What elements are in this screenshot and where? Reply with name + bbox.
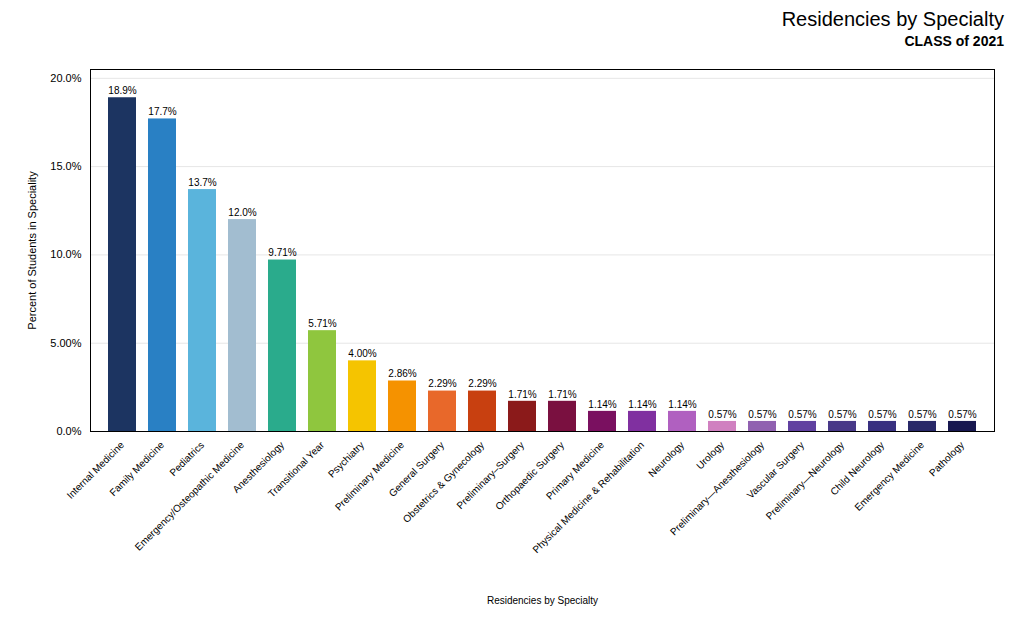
svg-text:Preliminary—Anesthesiology: Preliminary—Anesthesiology: [668, 439, 767, 538]
svg-text:0.57%: 0.57%: [828, 409, 856, 420]
svg-text:0.57%: 0.57%: [748, 409, 776, 420]
svg-text:Preliminary–Surgery: Preliminary–Surgery: [454, 439, 526, 511]
svg-text:Preliminary Medicine: Preliminary Medicine: [333, 439, 407, 513]
svg-text:10.0%: 10.0%: [50, 248, 81, 260]
svg-text:Pediatrics: Pediatrics: [167, 439, 206, 478]
svg-text:Transitional Year: Transitional Year: [266, 439, 327, 500]
svg-text:0.57%: 0.57%: [708, 409, 736, 420]
svg-text:0.57%: 0.57%: [908, 409, 936, 420]
svg-text:Vascular Surgery: Vascular Surgery: [744, 439, 807, 501]
svg-text:Family Medicine: Family Medicine: [107, 439, 166, 498]
svg-text:2.86%: 2.86%: [388, 368, 416, 379]
svg-text:1.14%: 1.14%: [668, 399, 696, 410]
svg-text:Residencies by Specialty: Residencies by Specialty: [487, 595, 598, 606]
svg-text:15.0%: 15.0%: [50, 160, 81, 172]
svg-text:5.00%: 5.00%: [50, 337, 81, 349]
svg-text:9.71%: 9.71%: [268, 247, 296, 258]
svg-text:Preliminary—Neurology: Preliminary—Neurology: [764, 439, 846, 521]
svg-text:2.29%: 2.29%: [468, 378, 496, 389]
svg-text:Pathology: Pathology: [927, 439, 966, 478]
svg-text:Primary Medicine: Primary Medicine: [543, 439, 607, 502]
svg-text:Internal Medicine: Internal Medicine: [64, 439, 127, 501]
svg-text:13.7%: 13.7%: [188, 177, 216, 188]
svg-text:0.57%: 0.57%: [868, 409, 896, 420]
svg-text:2.29%: 2.29%: [428, 378, 456, 389]
svg-text:5.71%: 5.71%: [308, 318, 336, 329]
svg-text:Percent of Students in Special: Percent of Students in Speciality: [26, 171, 38, 330]
svg-text:Child Neurology: Child Neurology: [828, 439, 887, 498]
svg-text:17.7%: 17.7%: [148, 106, 176, 117]
svg-text:Anesthesiology: Anesthesiology: [230, 439, 287, 495]
svg-text:Psychiatry: Psychiatry: [326, 439, 366, 479]
svg-text:Orthopaedic Surgery: Orthopaedic Surgery: [493, 439, 566, 512]
svg-text:1.71%: 1.71%: [508, 389, 536, 400]
svg-text:12.0%: 12.0%: [228, 207, 256, 218]
html-text:CLASS of 2021: CLASS of 2021: [904, 33, 1004, 49]
svg-text:Emergency Medicine: Emergency Medicine: [852, 439, 926, 513]
svg-text:4.00%: 4.00%: [348, 348, 376, 359]
svg-text:20.0%: 20.0%: [50, 72, 81, 84]
svg-text:18.9%: 18.9%: [108, 85, 136, 96]
svg-text:Physical Medicine & Rehabilita: Physical Medicine & Rehabilitation: [530, 439, 646, 555]
svg-text:Emergency/Osteopathic Medicine: Emergency/Osteopathic Medicine: [133, 439, 247, 553]
svg-text:Neurology: Neurology: [646, 439, 686, 479]
svg-text:Urology: Urology: [694, 439, 726, 471]
svg-text:Obstetrics & Gynecology: Obstetrics & Gynecology: [401, 439, 487, 525]
svg-text:0.57%: 0.57%: [788, 409, 816, 420]
svg-text:General Surgery: General Surgery: [386, 439, 447, 499]
svg-text:1.71%: 1.71%: [548, 389, 576, 400]
html-text:Residencies by Specialty: Residencies by Specialty: [781, 8, 1004, 30]
svg-text:1.14%: 1.14%: [628, 399, 656, 410]
svg-text:1.14%: 1.14%: [588, 399, 616, 410]
svg-text:0.57%: 0.57%: [948, 409, 976, 420]
svg-text:0.0%: 0.0%: [56, 425, 81, 437]
